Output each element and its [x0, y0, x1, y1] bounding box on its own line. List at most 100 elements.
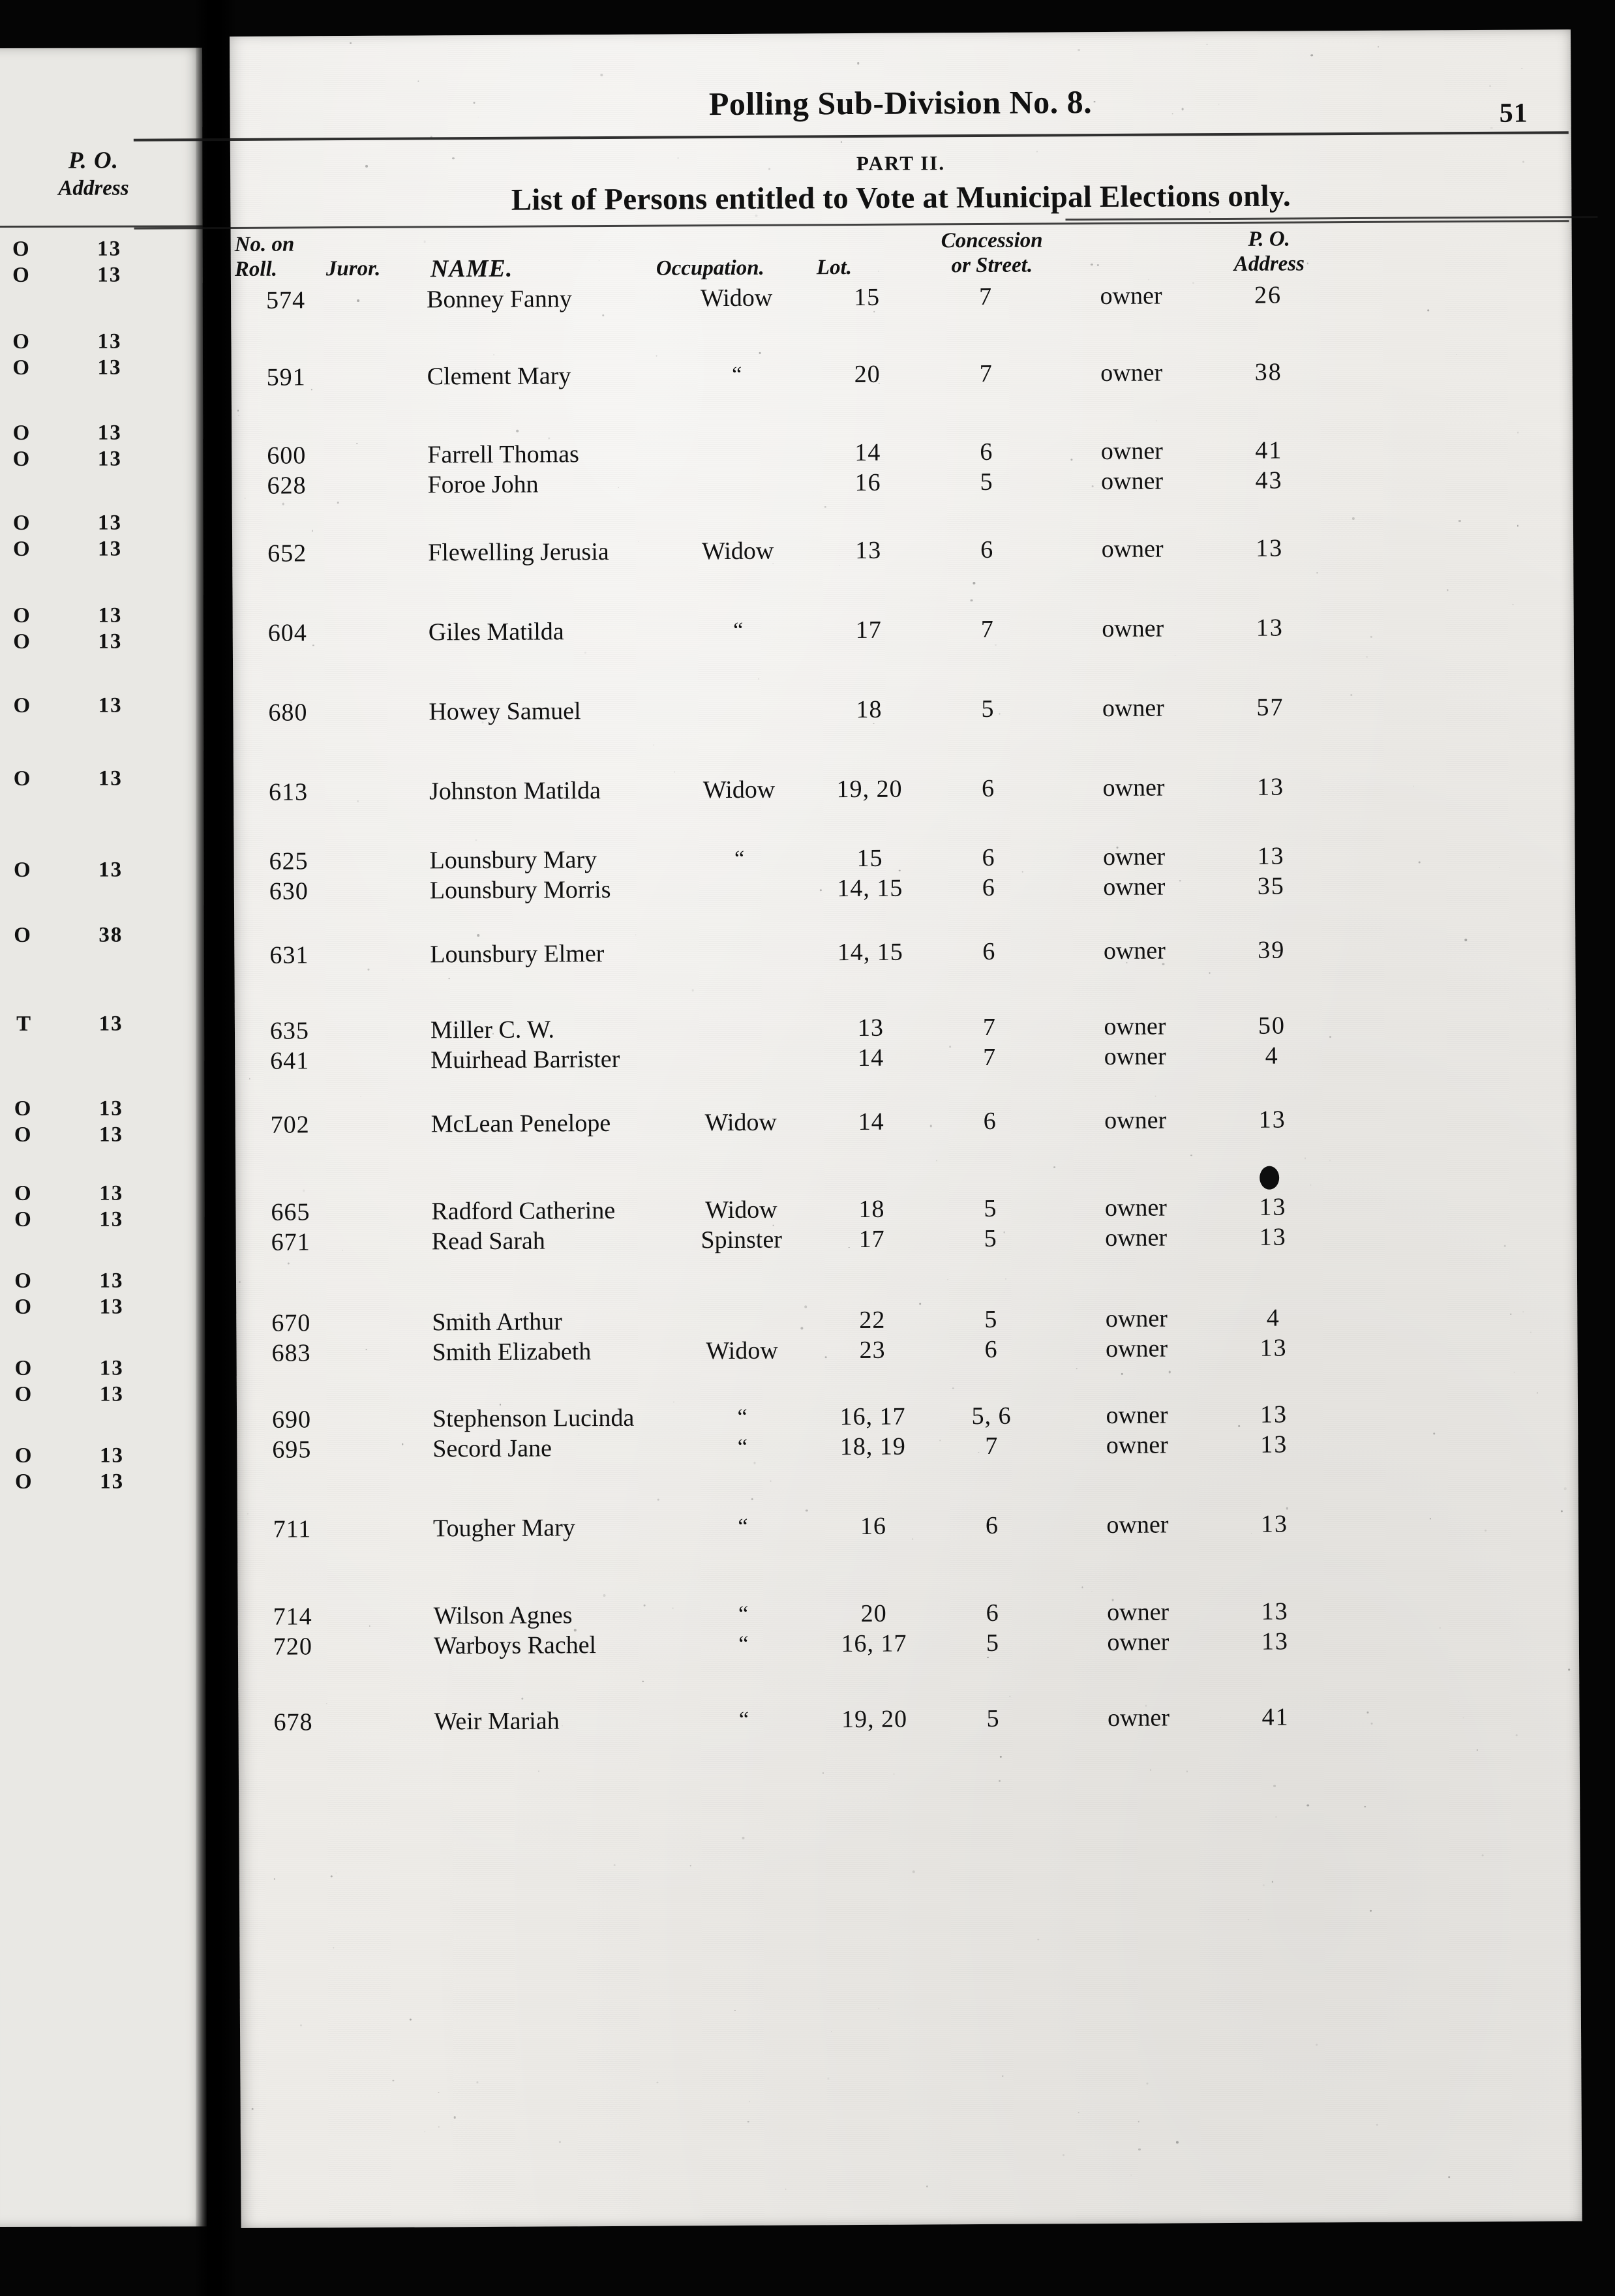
cell-po-address: 41 — [1223, 1702, 1327, 1732]
scan-speck — [1091, 1591, 1092, 1592]
previous-page-row: O 13 — [0, 511, 204, 531]
scan-speck — [1477, 1749, 1478, 1751]
cell-tenure: owner — [1049, 841, 1218, 872]
previous-page-address: 13 — [80, 511, 139, 536]
cell-tenure: owner — [1052, 1400, 1222, 1430]
previous-page-tenure: O — [0, 694, 30, 718]
scan-speck — [999, 1780, 1001, 1782]
scan-speck — [1447, 590, 1449, 591]
cell-occupation — [660, 1305, 823, 1306]
scan-speck — [971, 599, 973, 602]
previous-page-row: O 13 — [0, 263, 203, 283]
cell-tenure: owner — [1053, 1597, 1223, 1627]
scan-speck — [690, 1865, 691, 1866]
previous-page-tenure: T — [0, 1012, 31, 1036]
scan-speck — [1316, 572, 1318, 573]
cell-name: Clement Mary — [427, 361, 662, 392]
scan-speck — [753, 1462, 755, 1464]
cell-juror — [348, 1513, 427, 1514]
scan-speck — [995, 644, 997, 646]
table-row: 630 Lounsbury Morris 14, 15 6 owner 35 — [234, 869, 1575, 907]
cell-po-address: 13 — [1222, 1399, 1326, 1430]
scan-speck — [642, 1680, 644, 1682]
scan-speck — [657, 2081, 659, 2083]
scan-speck — [337, 502, 339, 504]
previous-page-address: 13 — [81, 767, 140, 791]
cell-occupation: “ — [661, 1511, 824, 1542]
cell-juror — [346, 1196, 425, 1197]
previous-page-po-header: P. O. Address — [0, 145, 193, 202]
cell-lot: 17 — [810, 1224, 934, 1254]
cell-name: Lounsbury Elmer — [430, 939, 665, 970]
scan-speck — [1378, 46, 1380, 48]
scan-speck — [312, 530, 314, 532]
previous-page-address: 13 — [82, 1123, 140, 1147]
cell-concession: 7 — [936, 1430, 1047, 1461]
cell-name: Foroe John — [427, 469, 662, 500]
cell-po-address: 4 — [1221, 1303, 1325, 1333]
scan-speck — [947, 1279, 948, 1280]
cell-occupation — [659, 1043, 822, 1044]
scan-speck — [825, 1357, 827, 1359]
cell-occupation: Widow — [659, 1107, 823, 1138]
cell-concession: 6 — [933, 872, 1044, 903]
cell-no-on-roll: 635 — [235, 1016, 344, 1046]
cell-concession: 5 — [931, 466, 1042, 497]
scan-speck — [899, 869, 901, 871]
previous-page-row: O 13 — [0, 1295, 205, 1315]
scan-speck — [758, 678, 759, 680]
scan-speck — [919, 1303, 921, 1305]
cell-tenure: owner — [1048, 613, 1218, 644]
cell-concession: 6 — [931, 534, 1042, 565]
previous-page-tenure: O — [0, 1097, 31, 1121]
scan-speck — [449, 978, 450, 979]
previous-page-tenure: O — [0, 511, 30, 536]
cell-po-address: 13 — [1220, 1192, 1325, 1222]
scan-speck — [772, 1224, 774, 1226]
previous-page-strip: P. O. Address O 13 O 13 O 13 O 13 O 13 O 13 O 13 O 13 O 1… — [0, 48, 207, 2227]
previous-page-address: 13 — [83, 1470, 142, 1494]
scan-speck — [1430, 1518, 1431, 1520]
previous-page-tenure: O — [0, 1182, 31, 1206]
scan-speck — [841, 141, 843, 143]
cell-po-address: 13 — [1221, 1333, 1325, 1363]
cell-name: Giles Matilda — [429, 616, 663, 648]
previous-page-row: O 13 — [0, 1096, 204, 1117]
scan-speck — [785, 2188, 787, 2190]
scan-speck — [504, 293, 506, 294]
cell-lot: 18 — [809, 1194, 933, 1224]
cell-lot: 20 — [812, 1598, 936, 1629]
scan-speck — [303, 1190, 305, 1192]
table-row: 711 Tougher Mary “16 6 owner 13 — [237, 1507, 1578, 1545]
cell-po-address: 13 — [1223, 1626, 1327, 1657]
cell-no-on-roll: 631 — [234, 940, 344, 971]
previous-page-row: O 13 — [0, 629, 204, 650]
previous-page-address: 13 — [82, 1012, 140, 1036]
cell-no-on-roll: 683 — [236, 1338, 346, 1368]
cell-name: McLean Penelope — [431, 1108, 666, 1140]
cell-no-on-roll: 604 — [233, 618, 342, 648]
previous-page-row: O 13 — [0, 1356, 205, 1376]
cell-concession: 5, 6 — [936, 1400, 1047, 1431]
scan-speck — [1192, 282, 1194, 284]
scan-speck — [548, 437, 550, 439]
previous-page-address: 13 — [80, 264, 139, 288]
scan-speck — [1564, 1488, 1567, 1490]
scan-speck — [674, 772, 676, 773]
previous-page-address: 13 — [82, 1444, 141, 1468]
scan-speck — [692, 989, 694, 991]
cell-no-on-roll: 714 — [238, 1601, 348, 1632]
scan-speck — [759, 352, 761, 354]
scan-speck — [656, 355, 657, 357]
cell-juror — [347, 1226, 425, 1227]
table-row: 695 Secord Jane “18, 19 7 owner 13 — [237, 1428, 1578, 1465]
previous-page-tenure: O — [0, 858, 31, 883]
cell-occupation — [659, 1013, 822, 1014]
previous-page-address: 13 — [82, 1383, 141, 1407]
scan-speck — [438, 2126, 440, 2128]
scan-speck — [1263, 1884, 1265, 1886]
scan-speck — [1485, 1530, 1487, 1532]
cell-occupation: “ — [657, 843, 821, 874]
previous-page-tenure: O — [0, 1123, 31, 1147]
table-row: 641 Muirhead Barrister 14 7 owner 4 — [235, 1039, 1576, 1076]
